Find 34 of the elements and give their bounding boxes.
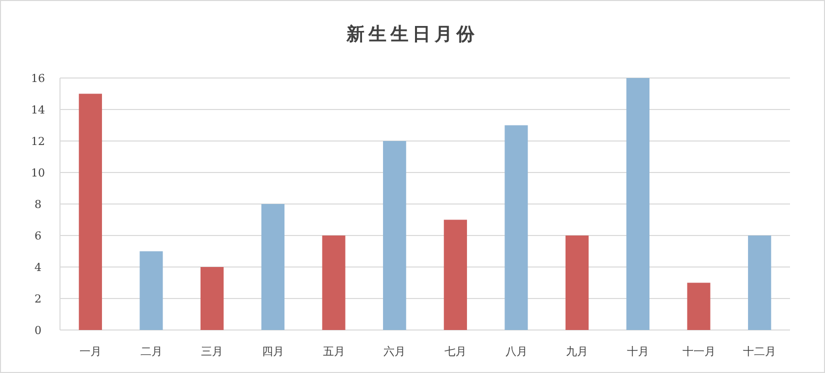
bar (383, 141, 406, 330)
chart-title: 新生生日月份 (346, 24, 478, 45)
bar (748, 236, 772, 330)
x-tick-label: 一月 (79, 345, 102, 358)
y-tick-label: 12 (31, 135, 45, 148)
x-tick-label: 九月 (566, 345, 588, 358)
x-tick-label: 二月 (140, 345, 162, 358)
bar (504, 125, 528, 330)
x-tick-label: 十二月 (743, 345, 776, 358)
x-tick-label: 三月 (201, 345, 224, 358)
y-tick-label: 8 (34, 198, 42, 211)
x-tick-label: 六月 (384, 345, 406, 358)
bar (78, 94, 102, 330)
bar (322, 236, 346, 330)
bar (444, 220, 467, 330)
y-tick-label: 0 (34, 324, 42, 337)
y-tick-label: 14 (31, 104, 45, 116)
x-tick-label: 五月 (322, 345, 345, 358)
y-tick-label: 16 (31, 72, 45, 85)
x-tick-label: 四月 (262, 345, 284, 358)
x-tick-label: 十一月 (682, 345, 716, 358)
y-tick-label: 2 (34, 292, 42, 306)
bar (566, 236, 589, 330)
bar (261, 204, 284, 330)
x-tick-label: 八月 (505, 345, 528, 358)
y-tick-label: 6 (34, 230, 42, 242)
bar (140, 251, 163, 330)
x-tick-label: 十月 (626, 345, 649, 358)
bar (200, 267, 224, 330)
y-tick-label: 10 (31, 166, 45, 180)
y-tick-label: 4 (34, 261, 42, 274)
x-tick-label: 七月 (444, 345, 466, 358)
bar (626, 78, 650, 330)
bar (687, 282, 710, 330)
